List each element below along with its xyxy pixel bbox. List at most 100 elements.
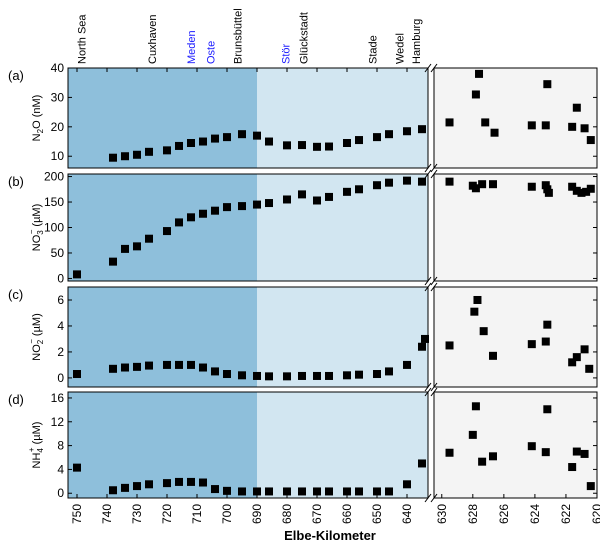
axis-break-mark [424,163,432,173]
data-point [211,134,219,143]
x-tick-label: 640 [400,504,414,524]
data-point [527,121,536,130]
data-point [577,188,586,197]
data-point [343,371,351,380]
data-point [343,487,351,496]
data-point [473,295,482,304]
data-point [445,341,454,350]
zone-band [434,68,597,168]
data-point [187,477,195,486]
zone-band [68,392,257,498]
data-point [325,142,333,151]
data-point [541,181,550,190]
place-label: Hamburg [411,19,423,64]
data-point [253,487,261,496]
zone-band [68,174,257,281]
data-point [238,202,246,211]
data-point [544,188,553,197]
axes-frame-left [67,391,429,499]
zone-band [257,174,428,281]
data-point [253,131,261,140]
y-tick-label: 50 [51,246,65,260]
place-label: Cuxhaven [147,14,159,64]
data-point [109,153,117,162]
data-point [298,371,306,380]
data-point [145,147,153,156]
y-tick-label: 4 [57,319,64,333]
data-point [527,182,536,191]
x-tick-label: 628 [466,504,480,524]
data-point [385,130,393,139]
data-point [163,227,171,236]
data-point [73,370,81,379]
data-point [580,449,589,458]
axis-break-mark [430,63,438,73]
data-point [468,430,477,439]
y-axis-label: NO2− (µM) [27,313,45,361]
data-point [543,80,552,89]
y-tick-label: 20 [51,120,65,134]
data-point [572,353,581,362]
y-tick-label: 2 [57,345,64,359]
axis-break-mark [430,382,438,392]
data-point [199,209,207,218]
data-point [568,463,577,472]
place-label: Oste [206,41,218,64]
data-point [121,244,129,253]
y-tick-label: 150 [44,195,64,209]
x-tick-label: 720 [160,504,174,524]
data-point [298,141,306,150]
y-tick-label: 6 [57,293,64,307]
data-point [582,187,591,196]
place-label: Meden [186,30,198,64]
data-point [527,442,536,451]
data-point [445,448,454,457]
data-point [313,371,321,380]
data-point [133,482,141,491]
data-point [343,139,351,147]
data-point [187,360,195,369]
axis-break-mark [424,169,432,179]
data-point [265,137,273,146]
data-point [403,176,411,185]
data-point [355,487,363,496]
data-point [586,184,595,193]
y-tick-label: 16 [51,391,65,405]
data-point [541,337,550,346]
data-point [403,127,411,136]
data-point [585,364,594,373]
data-point [568,122,577,131]
data-point [223,486,231,495]
place-labels: North Sea Cuxhaven Meden Oste Brunsbüttel Stö… [77,8,424,64]
data-point [373,181,381,190]
y-axis-label: NH4+ (µM) [27,422,45,469]
data-point [109,486,117,495]
data-point [421,334,429,343]
data-point [121,363,129,372]
x-tick-label: 630 [435,504,449,524]
data-point [283,372,291,381]
data-point [283,487,291,496]
data-point [527,340,536,349]
x-tick-label: 620 [590,504,600,524]
data-point [325,192,333,201]
data-point [470,307,479,316]
data-point [265,199,273,208]
x-tick-label: 710 [190,504,204,524]
axis-break-mark [430,276,438,286]
y-tick-label: 0 [57,486,64,500]
data-point [586,136,595,145]
panel-label: (a) [8,68,24,83]
y-axis-label: NO3− (µM) [27,204,45,252]
panel-label: (d) [8,392,24,407]
x-tick-label: 626 [497,504,511,524]
data-point [418,177,426,186]
zone-band [257,392,428,498]
data-point [187,213,195,222]
place-label: Wedel [395,33,407,64]
data-point [73,463,81,472]
data-point [265,372,273,381]
x-tick-label: 700 [220,504,234,524]
x-tick-label: 690 [250,504,264,524]
